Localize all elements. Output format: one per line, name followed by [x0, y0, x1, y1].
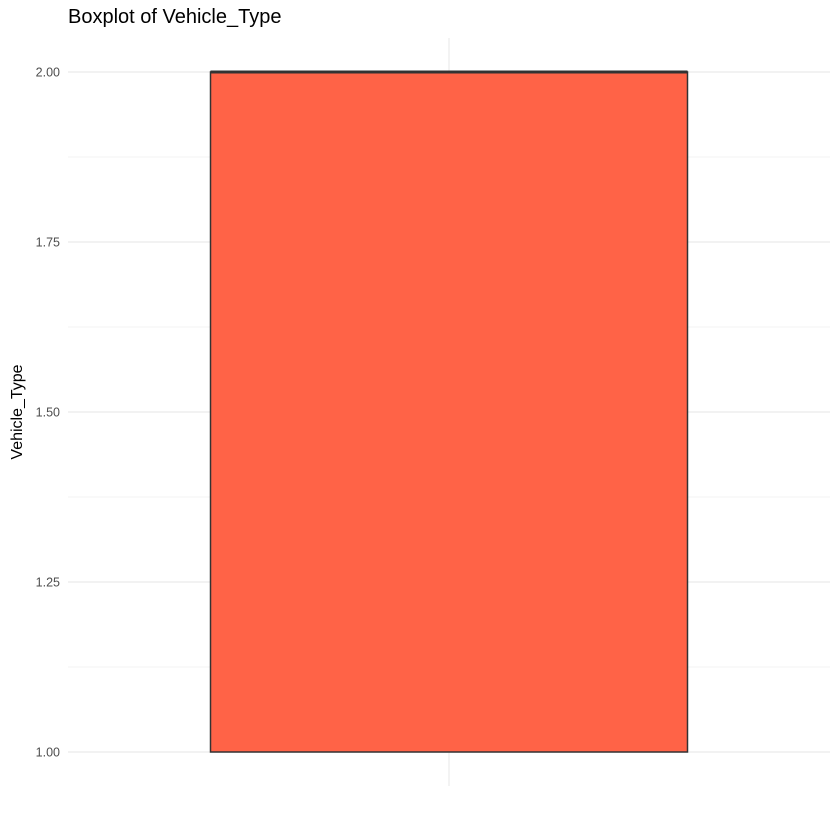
box-layer	[209, 70, 689, 753]
y-tick-labels: 1.00 1.25 1.50 1.75 2.00	[36, 66, 60, 760]
y-tick-label: 2.00	[36, 66, 60, 80]
box-rect	[209, 71, 689, 753]
chart-title: Boxplot of Vehicle_Type	[68, 6, 281, 28]
y-tick-label: 1.25	[36, 576, 60, 590]
y-tick-label: 1.50	[36, 406, 60, 420]
y-axis-title: Vehicle_Type	[9, 364, 26, 459]
y-tick-label: 1.75	[36, 236, 60, 250]
y-tick-label: 1.00	[36, 746, 60, 760]
